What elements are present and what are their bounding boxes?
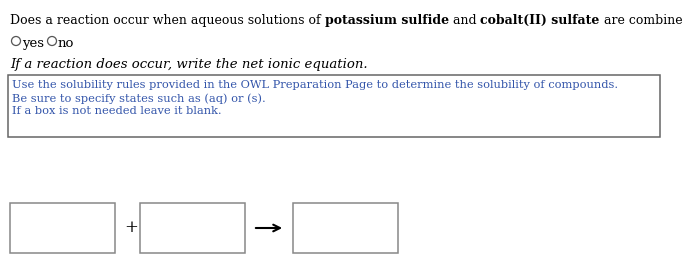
- Text: If a reaction does occur, write the net ionic equation.: If a reaction does occur, write the net …: [10, 58, 368, 71]
- Bar: [8, 75, 660, 137]
- Text: Use the solubility rules provided in the OWL Preparation Page to determine the s: Use the solubility rules provided in the…: [12, 80, 618, 90]
- Bar: [140, 203, 245, 253]
- Bar: [293, 203, 398, 253]
- Text: are combined?: are combined?: [599, 14, 682, 27]
- Text: yes: yes: [22, 37, 44, 50]
- Text: Does a reaction occur when aqueous solutions of: Does a reaction occur when aqueous solut…: [10, 14, 325, 27]
- Text: +: +: [124, 219, 138, 236]
- Bar: [10, 203, 115, 253]
- Text: Be sure to specify states such as (aq) or (s).: Be sure to specify states such as (aq) o…: [12, 93, 266, 104]
- Text: potassium sulfide: potassium sulfide: [325, 14, 449, 27]
- Text: If a box is not needed leave it blank.: If a box is not needed leave it blank.: [12, 106, 222, 116]
- Text: cobalt(II) sulfate: cobalt(II) sulfate: [480, 14, 599, 27]
- Text: no: no: [58, 37, 74, 50]
- Text: and: and: [449, 14, 480, 27]
